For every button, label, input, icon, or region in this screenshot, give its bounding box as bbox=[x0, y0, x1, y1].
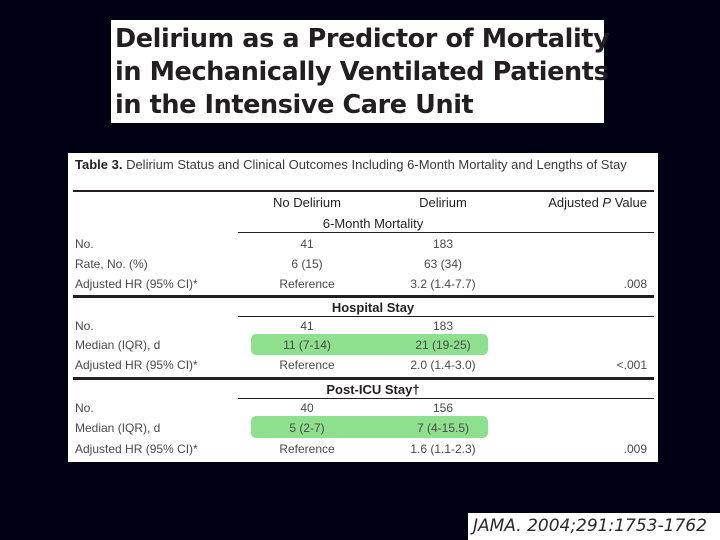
row-label: Rate, No. (%) bbox=[75, 257, 148, 271]
cell-no-delirium: 40 bbox=[300, 401, 314, 415]
highlight-median-hospital bbox=[251, 334, 488, 355]
slide-title: Delirium as a Predictor of Mortality in … bbox=[111, 20, 610, 123]
row-label: Median (IQR), d bbox=[75, 421, 161, 435]
table-caption: Table 3. Delirium Status and Clinical Ou… bbox=[75, 157, 653, 172]
table-caption-text: Delirium Status and Clinical Outcomes In… bbox=[122, 157, 627, 172]
section-divider bbox=[73, 295, 654, 298]
table-caption-label: Table 3. bbox=[75, 157, 123, 172]
cell-no-delirium: 41 bbox=[300, 319, 314, 333]
cell-delirium: 183 bbox=[432, 237, 454, 251]
row-label: Adjusted HR (95% CI)* bbox=[75, 277, 198, 291]
row-label: No. bbox=[75, 401, 94, 415]
title-line-3: in the Intensive Care Unit bbox=[115, 90, 474, 120]
section-rule bbox=[238, 316, 654, 317]
results-table: Table 3. Delirium Status and Clinical Ou… bbox=[68, 153, 658, 462]
cell-no-delirium: Reference bbox=[279, 358, 335, 372]
section-title: 6-Month Mortality bbox=[322, 216, 424, 231]
cell-no-delirium: Reference bbox=[279, 277, 335, 291]
column-header-p-value: Adjusted P Value bbox=[548, 196, 647, 210]
column-header-delirium: Delirium bbox=[419, 195, 467, 210]
section-title: Post-ICU Stay† bbox=[326, 382, 420, 397]
row-label: Adjusted HR (95% CI)* bbox=[75, 442, 198, 456]
cell-no-delirium: Reference bbox=[279, 442, 335, 456]
section-rule bbox=[238, 232, 654, 233]
p-prefix: Adjusted bbox=[548, 195, 603, 210]
header-rule bbox=[73, 190, 654, 192]
row-label: No. bbox=[75, 319, 94, 333]
column-header-no-delirium: No Delirium bbox=[273, 195, 341, 210]
row-label: No. bbox=[75, 237, 94, 251]
row-label: Adjusted HR (95% CI)* bbox=[75, 358, 198, 372]
highlight-median-post-icu bbox=[251, 416, 488, 438]
cell-no-delirium: 41 bbox=[300, 237, 314, 251]
p-suffix: Value bbox=[611, 195, 647, 210]
cell-delirium: 156 bbox=[432, 401, 454, 415]
cell-p-value: <.001 bbox=[616, 358, 647, 372]
cell-delirium: 3.2 (1.4-7.7) bbox=[410, 277, 476, 291]
citation: JAMA. 2004;291:1753-1762 bbox=[468, 513, 720, 540]
cell-no-delirium: 6 (15) bbox=[291, 257, 323, 271]
cell-no-delirium: 11 (7-14) bbox=[283, 338, 331, 352]
cell-delirium: 7 (4-15.5) bbox=[416, 421, 470, 435]
cell-delirium: 63 (34) bbox=[423, 257, 463, 271]
title-line-2: in Mechanically Ventilated Patients bbox=[115, 57, 609, 87]
section-title: Hospital Stay bbox=[331, 300, 415, 315]
cell-delirium: 1.6 (1.1-2.3) bbox=[410, 442, 476, 456]
title-line-1: Delirium as a Predictor of Mortality bbox=[115, 24, 610, 54]
row-label: Median (IQR), d bbox=[75, 338, 161, 352]
cell-p-value: .008 bbox=[623, 277, 647, 291]
cell-delirium: 183 bbox=[432, 319, 454, 333]
cell-p-value: .009 bbox=[623, 442, 647, 456]
cell-delirium: 2.0 (1.4-3.0) bbox=[410, 358, 476, 372]
section-rule bbox=[238, 398, 654, 399]
p-italic: P bbox=[602, 195, 612, 210]
section-divider bbox=[73, 377, 654, 380]
cell-delirium: 21 (19-25) bbox=[415, 338, 471, 352]
cell-no-delirium: 5 (2-7) bbox=[289, 421, 325, 435]
